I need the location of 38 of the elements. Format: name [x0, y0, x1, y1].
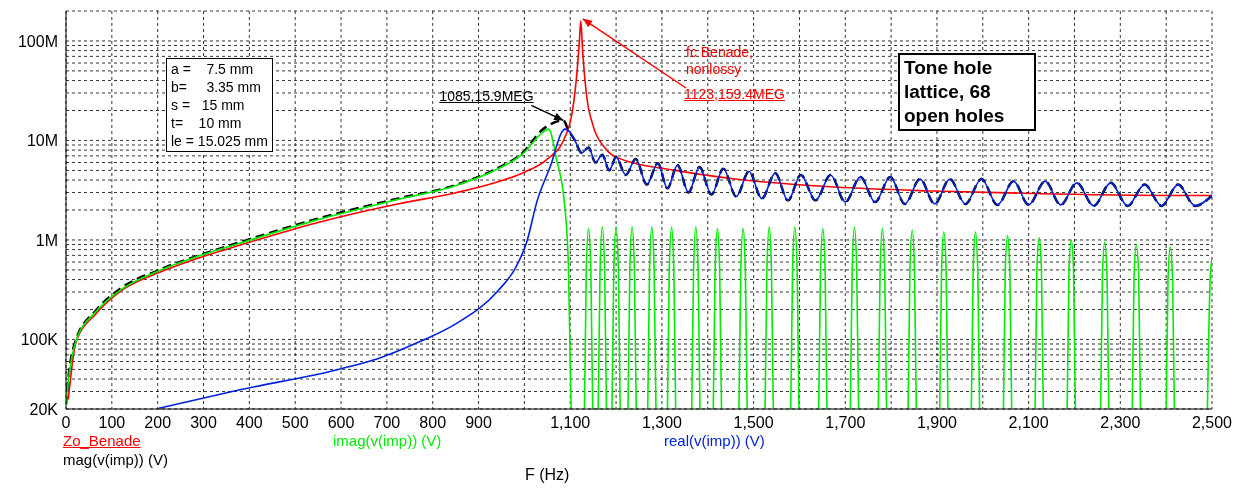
x-tick-label: 800: [419, 414, 447, 432]
annotation: fc Benade, nonlossy: [686, 44, 754, 78]
text: Zo_Benade: [63, 432, 141, 449]
x-tick-label: 1,900: [916, 414, 958, 432]
annotation: t= 10 mm: [171, 114, 243, 132]
annotation: a = 7.5 mm: [171, 60, 255, 78]
annotation: 1123,159.4MEG: [684, 86, 785, 102]
x-tick-label: 200: [144, 414, 172, 432]
y-tick-label: 100K: [20, 331, 59, 349]
x-tick-label: 2,300: [1100, 414, 1141, 432]
x-tick-label: 400: [236, 414, 263, 432]
annotation: s = 15 mm: [171, 96, 246, 114]
x-tick-label: 700: [373, 414, 401, 432]
annotation: le = 15.025 mm: [171, 132, 268, 150]
text: imag(v(imp)) (V): [333, 432, 442, 449]
x-tick-label: 100: [98, 414, 126, 432]
x-tick-label: 600: [327, 414, 355, 432]
y-tick-label: 1M: [35, 231, 58, 249]
y-tick-label: 20K: [29, 400, 59, 418]
x-tick-label: 1,100: [550, 414, 591, 432]
text: real(v(imp)) (V): [664, 432, 765, 449]
x-tick-label: 300: [190, 414, 217, 432]
x-tick-label: 2,500: [1191, 414, 1233, 432]
x-tick-label: 0: [61, 414, 71, 432]
x-tick-label: 1,300: [641, 414, 683, 432]
x-tick-label: 1,500: [733, 414, 774, 432]
annotation: b= 3.35 mm: [171, 78, 262, 96]
annotation: Tone hole lattice, 68 open holes: [898, 53, 1036, 131]
x-tick-label: 2,100: [1008, 414, 1049, 432]
x-axis-title: F (Hz): [525, 466, 570, 484]
line-series: [67, 20, 1212, 401]
y-tick-label: 100M: [17, 32, 58, 50]
annotation: 1085,15.9MEG: [439, 88, 534, 105]
text: mag(v(imp)) (V): [63, 451, 168, 468]
y-tick-label: 10M: [26, 132, 58, 150]
x-tick-label: 1,700: [825, 414, 866, 432]
x-tick-label: 500: [281, 414, 309, 432]
x-tick-label: 900: [465, 414, 493, 432]
